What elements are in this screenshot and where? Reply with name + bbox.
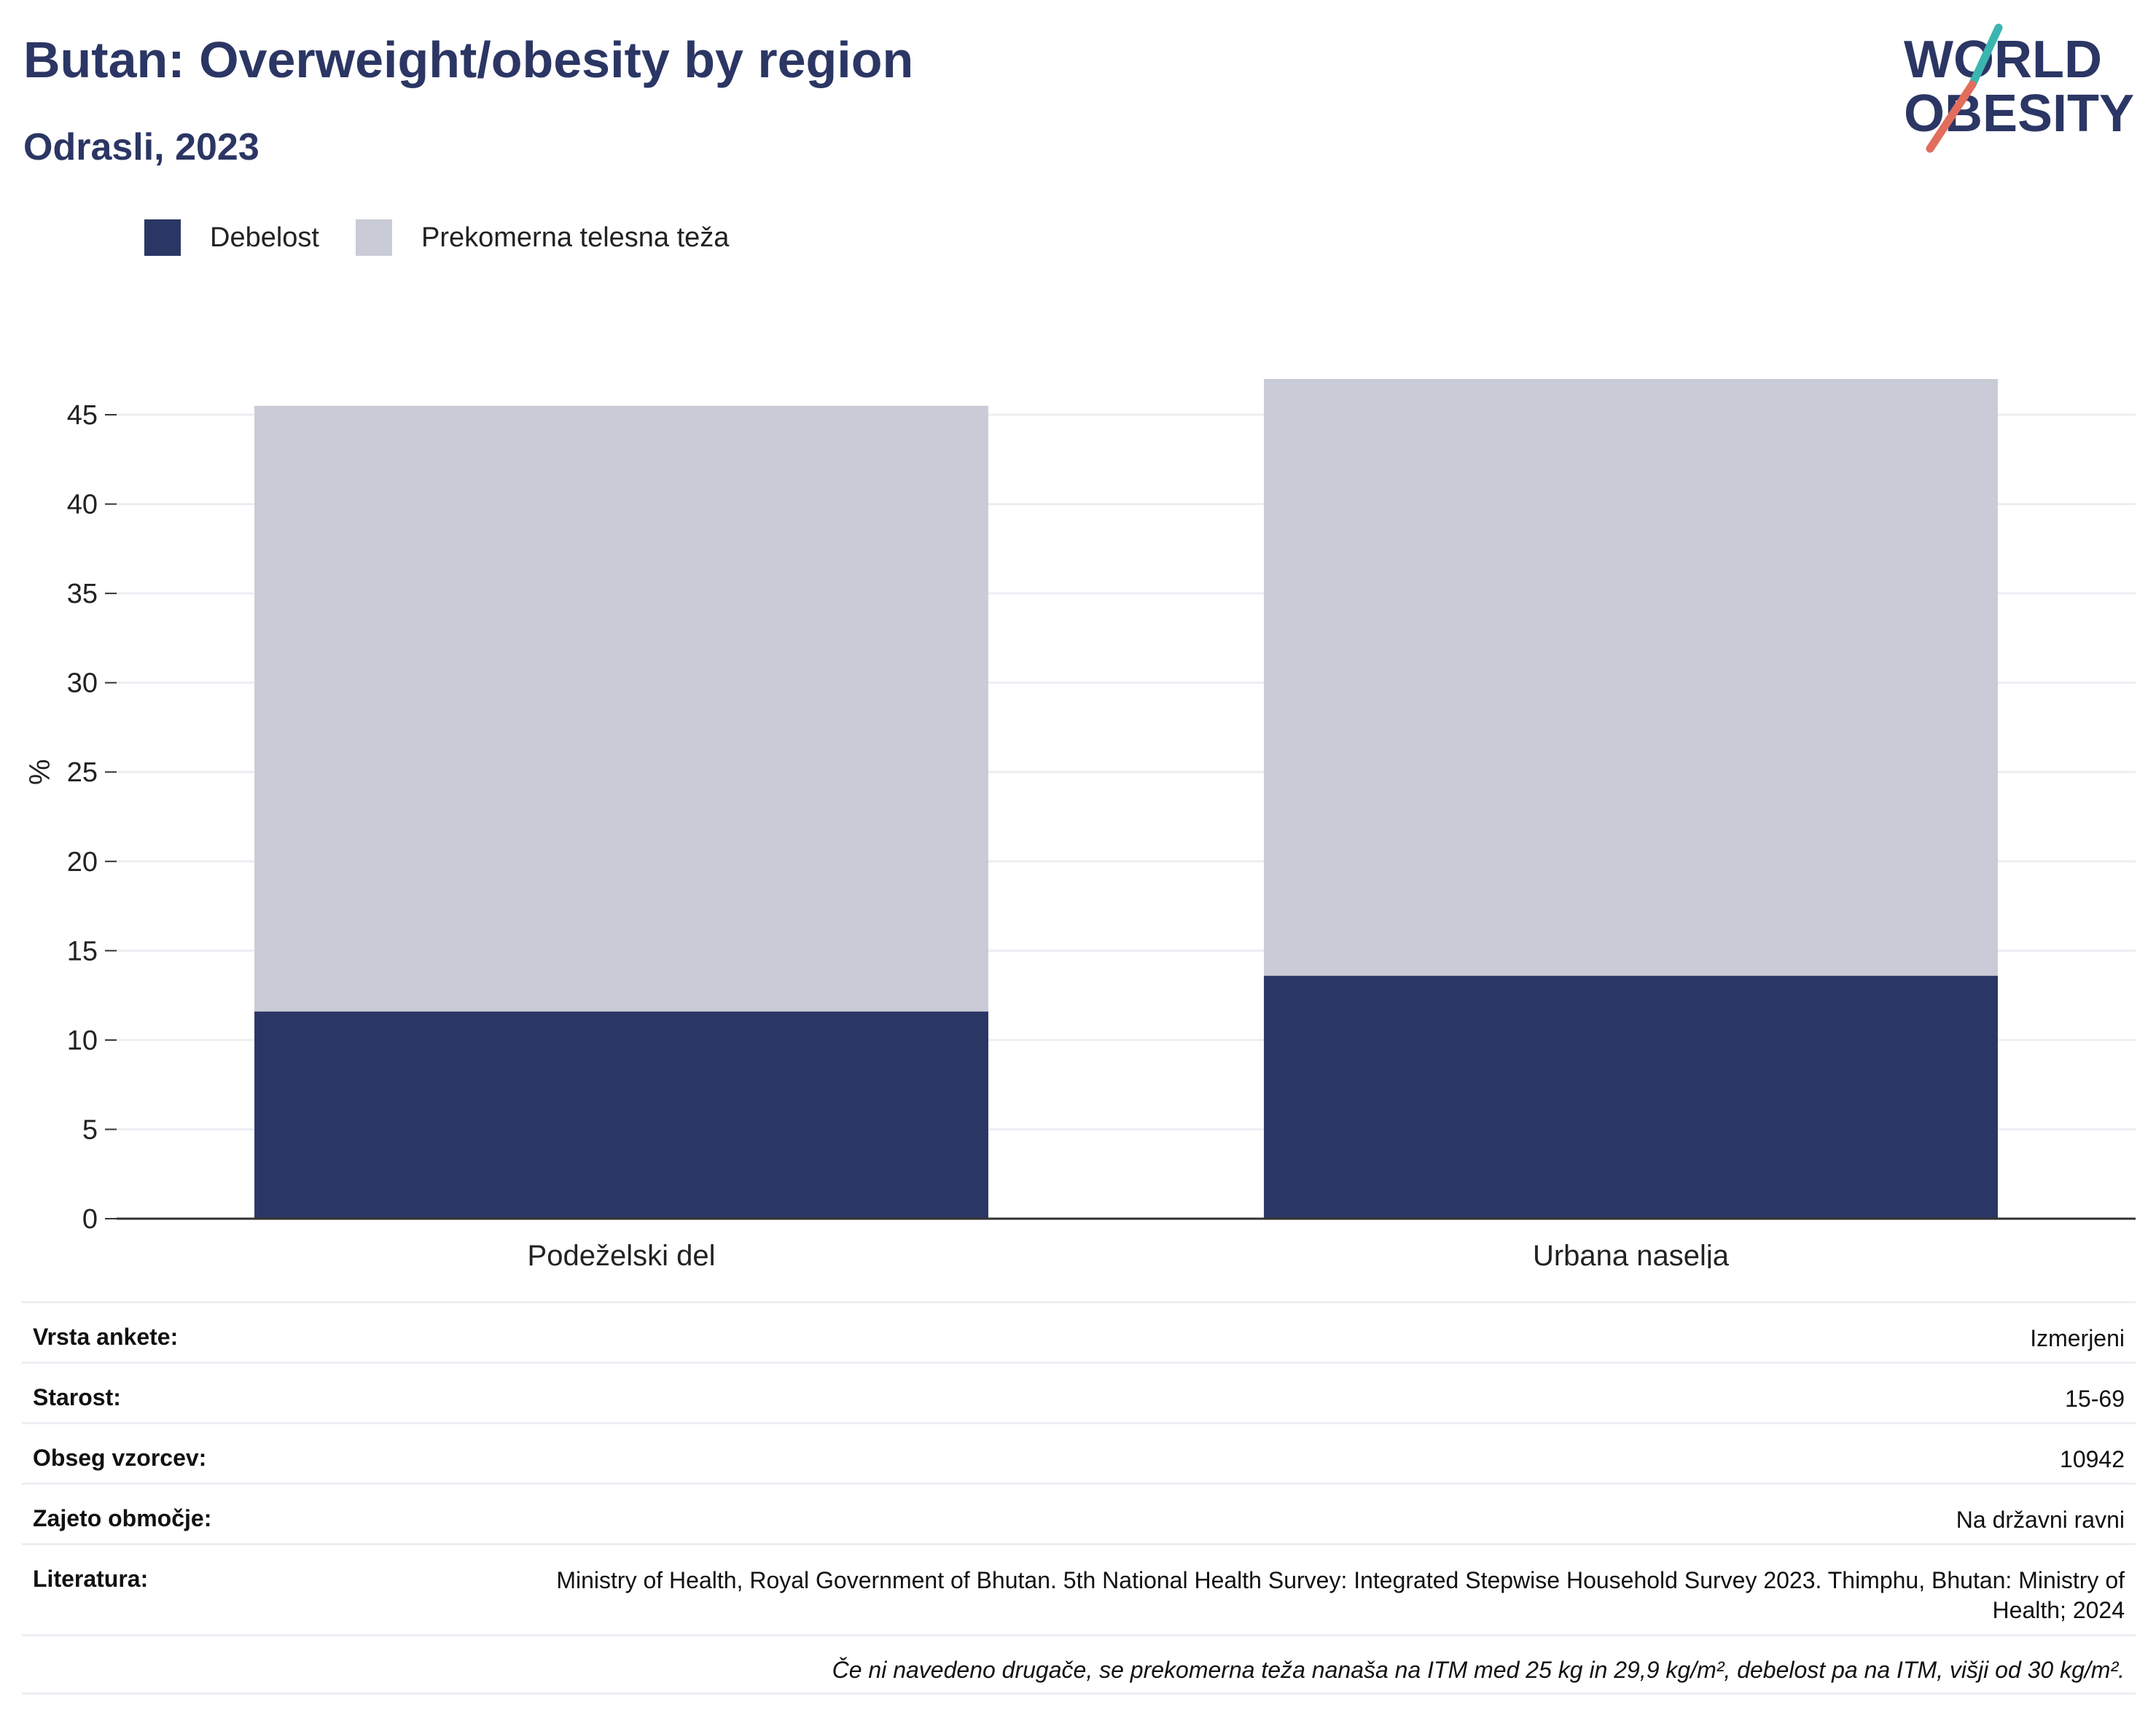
y-tick-label: 0 <box>82 1204 98 1235</box>
logo-slash-teal <box>1968 23 2003 89</box>
bar-obesity-2 <box>1264 975 1998 1219</box>
meta-value-survey-type: Izmerjeni <box>2030 1325 2125 1351</box>
y-tick-label: 25 <box>67 757 98 788</box>
world-obesity-logo: WORLD OBESITY <box>1904 23 2134 153</box>
meta-row-sample-size: Obseg vzorcev: 10942 <box>22 1422 2136 1483</box>
y-tick-label: 15 <box>67 936 98 966</box>
legend-swatch-obesity <box>144 219 181 256</box>
meta-key-coverage: Zajeto območje: <box>33 1505 212 1531</box>
chart-legend: Debelost Prekomerna telesna teža <box>144 219 765 257</box>
bar-overweight-1 <box>254 405 988 1012</box>
y-tick-label: 45 <box>67 400 98 431</box>
x-tick-label: Urbana naselja <box>1533 1240 1730 1268</box>
bar-overweight-2 <box>1264 379 1998 976</box>
meta-row-age: Starost: 15-69 <box>22 1362 2136 1422</box>
legend-label-overweight: Prekomerna telesna teža <box>421 222 730 253</box>
meta-value-coverage: Na državni ravni <box>1956 1507 2125 1533</box>
bar-obesity-1 <box>254 1011 988 1219</box>
y-tick-label: 40 <box>67 490 98 520</box>
logo-word-world: WORLD <box>1904 31 2102 89</box>
y-tick-label: 20 <box>67 847 98 878</box>
logo-slash-coral <box>1926 80 1977 153</box>
legend-label-obesity: Debelost <box>210 222 319 253</box>
y-tick-label: 5 <box>82 1114 98 1145</box>
meta-row-coverage: Zajeto območje: Na državni ravni <box>22 1483 2136 1543</box>
meta-value-reference: Ministry of Health, Royal Government of … <box>556 1567 2125 1623</box>
meta-value-age: 15-69 <box>2065 1386 2125 1412</box>
meta-row-reference: Literatura: Ministry of Health, Royal Go… <box>22 1543 2136 1634</box>
chart-subtitle: Odrasli, 2023 <box>23 126 259 168</box>
bmi-definition-note: Če ni navedeno drugače, se prekomerna te… <box>832 1657 2125 1683</box>
y-tick-label: 35 <box>67 579 98 609</box>
y-tick-label: 30 <box>67 668 98 699</box>
legend-swatch-overweight <box>355 219 392 256</box>
meta-key-reference: Literatura: <box>33 1566 149 1592</box>
meta-row-survey-type: Vrsta ankete: Izmerjeni <box>22 1301 2136 1362</box>
y-axis-label: % <box>24 759 56 785</box>
legend-item-obesity[interactable]: Debelost <box>144 219 319 256</box>
survey-details-table: Vrsta ankete: Izmerjeni Starost: 15-69 O… <box>22 1301 2136 1695</box>
y-tick-label: 10 <box>67 1026 98 1056</box>
chart-title: Butan: Overweight/obesity by region <box>23 31 914 88</box>
legend-item-overweight[interactable]: Prekomerna telesna teža <box>355 219 730 256</box>
stacked-bar-chart: 0 5 10 15 20 25 30 35 40 45% Podeželski del Urbana … <box>24 379 2136 1268</box>
x-tick-label: Podeželski del <box>528 1240 716 1268</box>
meta-key-age: Starost: <box>33 1384 121 1410</box>
meta-value-sample-size: 10942 <box>2060 1446 2125 1472</box>
meta-key-survey-type: Vrsta ankete: <box>33 1324 179 1350</box>
meta-row-note: Če ni navedeno drugače, se prekomerna te… <box>22 1634 2136 1695</box>
meta-key-sample-size: Obseg vzorcev: <box>33 1445 207 1471</box>
